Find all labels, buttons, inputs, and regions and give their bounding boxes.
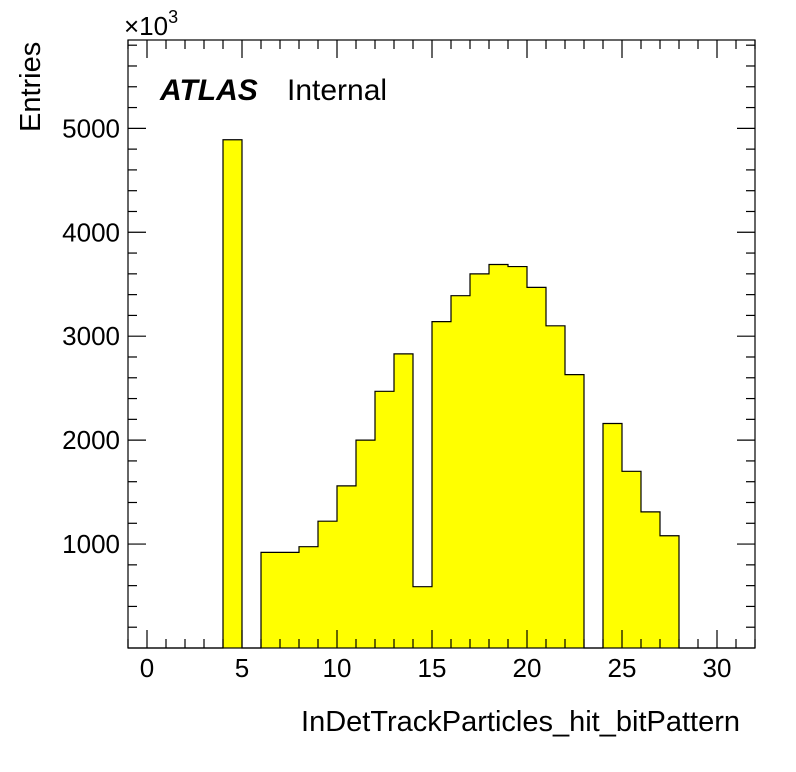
histogram-bar — [413, 586, 432, 648]
histogram-bar — [546, 325, 565, 648]
histogram-bar — [318, 521, 337, 648]
axis-ticks — [127, 40, 756, 648]
histogram-bar — [451, 295, 470, 648]
histogram-bars — [128, 139, 755, 649]
histogram-bar — [470, 273, 489, 648]
histogram-bar — [261, 552, 280, 648]
histogram-outline — [128, 139, 755, 649]
y-tick-labels: 1000 2000 3000 4000 5000 — [62, 113, 120, 559]
histogram-bar — [622, 471, 641, 648]
x-tick-label: 15 — [418, 653, 447, 683]
histogram-bar — [356, 440, 375, 648]
histogram-bar — [375, 391, 394, 648]
x-tick-label: 25 — [608, 653, 637, 683]
x-tick-label: 20 — [513, 653, 542, 683]
y-multiplier-base: ×10 — [124, 11, 168, 41]
histogram-bar — [527, 287, 546, 648]
internal-label: Internal — [287, 74, 387, 107]
atlas-label: ATLAS — [159, 74, 258, 107]
histogram-bar — [223, 139, 242, 648]
histogram-bar — [489, 264, 508, 648]
plot-frame — [127, 39, 756, 649]
x-tick-label: 10 — [323, 653, 352, 683]
y-tick-label: 5000 — [62, 113, 120, 143]
y-axis-label: Entries — [15, 42, 47, 132]
y-tick-label: 2000 — [62, 425, 120, 455]
histogram-bar — [280, 552, 299, 648]
x-tick-label: 5 — [235, 653, 249, 683]
x-axis-label: InDetTrackParticles_hit_bitPattern — [301, 706, 740, 738]
y-tick-label: 3000 — [62, 321, 120, 351]
y-multiplier: ×103 — [124, 7, 178, 41]
histogram-bar — [660, 535, 679, 648]
histogram-bar — [641, 511, 660, 648]
x-tick-labels: 0 5 10 15 20 25 30 — [140, 653, 732, 683]
histogram-bar — [432, 321, 451, 648]
histogram-bar — [299, 546, 318, 648]
histogram-bar — [603, 423, 622, 648]
histogram-bar — [337, 485, 356, 648]
histogram-bar — [565, 374, 584, 648]
histogram-bar — [394, 353, 413, 648]
x-tick-label: 30 — [703, 653, 732, 683]
y-tick-label: 4000 — [62, 217, 120, 247]
x-tick-label: 0 — [140, 653, 154, 683]
histogram-bar — [508, 266, 527, 648]
y-multiplier-exponent: 3 — [168, 7, 178, 27]
y-tick-label: 1000 — [62, 529, 120, 559]
